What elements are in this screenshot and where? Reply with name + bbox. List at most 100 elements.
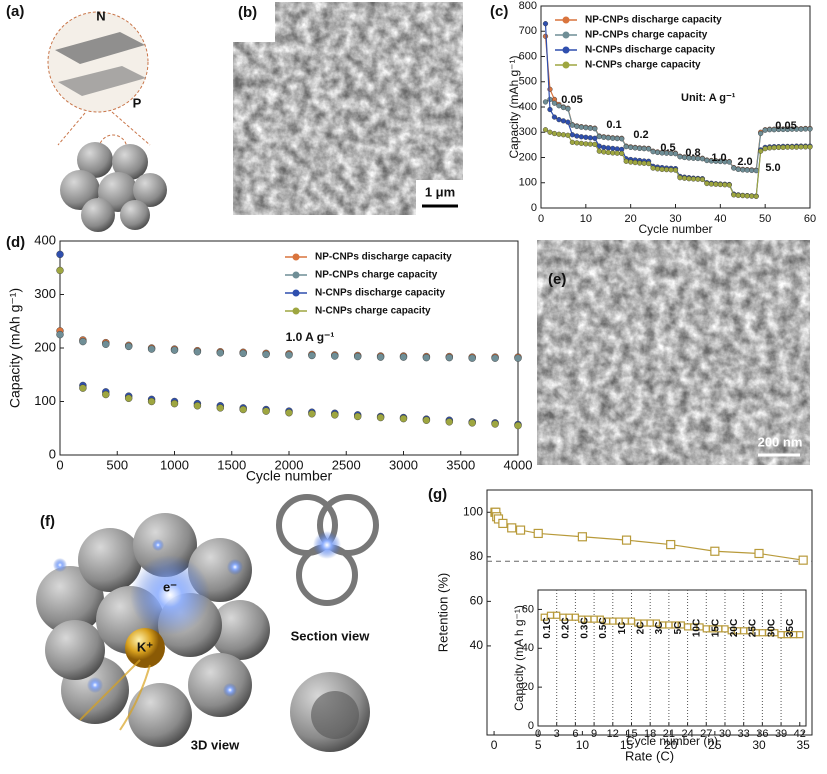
legend-marker bbox=[292, 307, 300, 315]
marker bbox=[445, 353, 453, 362]
marker bbox=[777, 631, 785, 639]
y-tick-label: 0 bbox=[528, 720, 534, 732]
marker bbox=[587, 125, 593, 131]
x-tick-label: 27 bbox=[700, 728, 712, 740]
marker bbox=[565, 106, 571, 112]
rate-annotation: 2.0 bbox=[737, 156, 752, 168]
plot-frame bbox=[59, 240, 519, 456]
marker bbox=[592, 141, 598, 147]
marker bbox=[193, 402, 202, 410]
marker bbox=[802, 126, 809, 132]
rate-annotation: 0.05 bbox=[561, 94, 582, 106]
marker bbox=[650, 165, 656, 171]
marker bbox=[124, 394, 133, 402]
x-tick-label: 15 bbox=[620, 738, 634, 752]
marker bbox=[605, 149, 611, 156]
x-tick-label: 10 bbox=[576, 738, 590, 752]
marker bbox=[491, 420, 499, 428]
marker bbox=[654, 149, 661, 156]
marker bbox=[533, 528, 543, 539]
y-tick-label: 200 bbox=[519, 151, 537, 163]
marker bbox=[553, 611, 561, 619]
marker bbox=[780, 144, 786, 151]
marker bbox=[331, 352, 339, 360]
marker bbox=[468, 354, 476, 362]
marker bbox=[744, 193, 750, 199]
legend-label: N-CNPs discharge capacity bbox=[315, 288, 445, 299]
marker bbox=[619, 150, 625, 157]
marker bbox=[758, 130, 764, 137]
marker bbox=[587, 135, 593, 141]
rate-label: 0.5C bbox=[598, 617, 609, 638]
panel-label: (d) bbox=[6, 234, 25, 251]
marker bbox=[170, 346, 179, 354]
panel-label: (c) bbox=[490, 3, 508, 20]
marker bbox=[659, 166, 665, 172]
panel-label: (f) bbox=[40, 513, 55, 530]
marker bbox=[596, 133, 602, 140]
marker bbox=[514, 421, 522, 430]
marker bbox=[331, 411, 339, 419]
legend-label: NP-CNPs charge capacity bbox=[585, 30, 708, 41]
marker bbox=[677, 154, 683, 160]
legend-marker bbox=[292, 253, 300, 261]
y-axis-label: Retention (%) bbox=[435, 573, 450, 652]
marker bbox=[601, 144, 607, 151]
marker bbox=[681, 175, 688, 181]
marker bbox=[807, 144, 813, 150]
x-tick-label: 9 bbox=[591, 728, 597, 740]
marker bbox=[628, 159, 634, 165]
x-tick-label: 24 bbox=[681, 728, 693, 740]
plot-frame bbox=[540, 5, 811, 209]
marker bbox=[574, 140, 580, 146]
y-tick-label: 400 bbox=[519, 101, 537, 113]
x-axis-label: Cycle number (n) bbox=[626, 734, 718, 748]
marker bbox=[468, 419, 476, 427]
marker bbox=[565, 132, 571, 138]
marker bbox=[79, 384, 87, 392]
x-tick-label: 1000 bbox=[160, 457, 189, 472]
marker bbox=[677, 175, 683, 181]
rate-label: 0.2C bbox=[561, 617, 572, 638]
marker bbox=[708, 181, 714, 187]
marker bbox=[124, 342, 133, 351]
marker bbox=[592, 135, 598, 141]
marker bbox=[726, 159, 732, 165]
annotation: 1.0 A g⁻¹ bbox=[286, 330, 335, 344]
marker bbox=[683, 623, 692, 631]
marker bbox=[798, 555, 808, 565]
y-tick-label: 80 bbox=[470, 549, 484, 563]
x-tick-label: 3000 bbox=[389, 457, 418, 472]
marker bbox=[147, 397, 156, 406]
marker bbox=[556, 131, 562, 137]
marker bbox=[542, 127, 549, 133]
marker bbox=[308, 410, 316, 418]
marker bbox=[56, 330, 64, 339]
marker bbox=[784, 144, 791, 150]
marker bbox=[170, 399, 179, 408]
marker bbox=[637, 160, 643, 166]
marker bbox=[726, 182, 732, 188]
scale-label: 200 nm bbox=[758, 434, 803, 449]
marker bbox=[422, 416, 431, 424]
marker bbox=[699, 156, 706, 162]
y-axis-label: Capacity (mAh g⁻¹) bbox=[507, 55, 521, 158]
marker bbox=[665, 621, 673, 629]
marker bbox=[491, 354, 499, 362]
marker bbox=[650, 149, 656, 155]
marker bbox=[239, 349, 247, 358]
electron-label: e⁻ bbox=[163, 579, 177, 594]
marker bbox=[583, 125, 589, 131]
y-tick-label: 40 bbox=[522, 642, 534, 654]
marker bbox=[767, 127, 773, 133]
marker bbox=[551, 114, 558, 120]
marker bbox=[610, 145, 616, 152]
rate-annotation: 0.05 bbox=[775, 120, 796, 132]
marker bbox=[686, 176, 692, 182]
marker bbox=[79, 337, 87, 346]
panel-label: (e) bbox=[548, 271, 566, 288]
marker bbox=[354, 352, 362, 361]
marker bbox=[514, 354, 522, 362]
marker bbox=[571, 613, 579, 621]
y-tick-label: 40 bbox=[470, 638, 484, 652]
